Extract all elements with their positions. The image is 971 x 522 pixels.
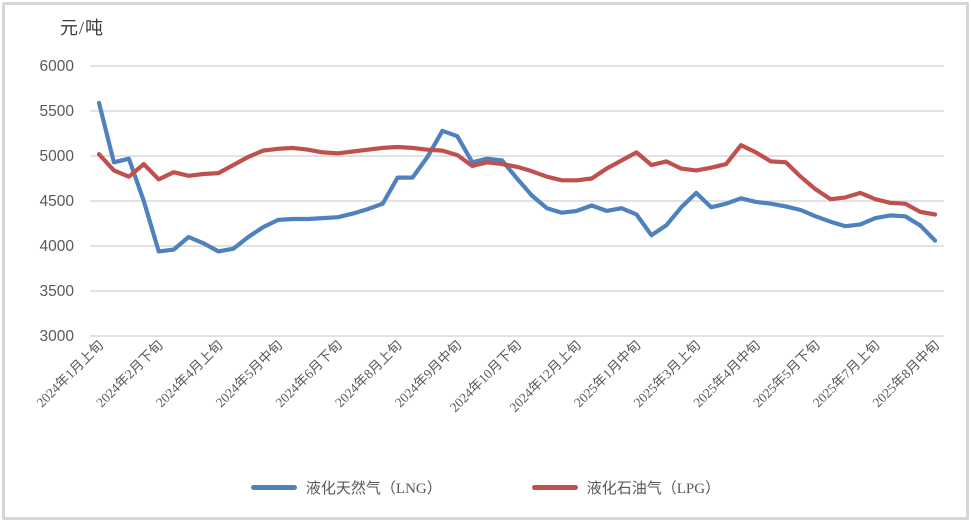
lpg-series-line <box>96 143 938 217</box>
y-axis-tick-label: 4500 <box>40 193 75 210</box>
lng-series-line <box>96 100 938 254</box>
lpg-legend-label: 液化石油气（LPG） <box>586 481 721 497</box>
lpg-legend-marker-line <box>531 485 578 490</box>
y-axis-tick-label: 5000 <box>40 148 75 165</box>
y-axis-tick-label: 6000 <box>40 58 75 75</box>
chart-title: 元/吨 <box>60 18 105 38</box>
y-axis-tick-labels: 3000 3500 4000 4500 5000 5500 6000 <box>40 58 75 345</box>
x-axis-tick-labels: 2024年1月上旬2024年2月下旬2024年4月上旬2024年5月中旬2024… <box>33 338 942 415</box>
y-axis-tick-label: 4000 <box>40 238 75 255</box>
y-axis-tick-label: 3500 <box>40 283 75 300</box>
lng-legend-label: 液化天然气（LNG） <box>305 481 442 497</box>
legend-item-lpg: 液化石油气（LPG） <box>531 477 721 498</box>
gridlines <box>90 65 944 337</box>
legend: 液化天然气（LNG） 液化石油气（LPG） <box>0 477 971 498</box>
y-axis-tick-label: 3000 <box>40 328 75 345</box>
series-lines <box>96 100 938 254</box>
lng-legend-marker-line <box>250 485 297 490</box>
y-axis-tick-label: 5500 <box>40 103 75 120</box>
legend-item-lng: 液化天然气（LNG） <box>250 477 442 498</box>
